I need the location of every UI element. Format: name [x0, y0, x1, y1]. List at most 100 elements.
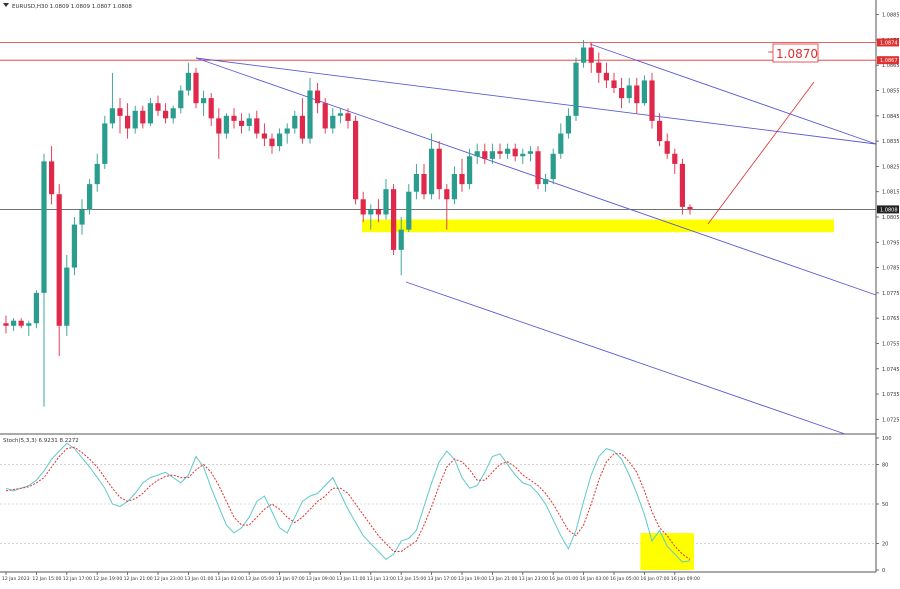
- candle: [588, 42, 594, 73]
- candle: [163, 103, 169, 124]
- price-tick-label: 1.0855: [882, 89, 900, 95]
- stoch-info: Stoch(5,3,3) 6.9231 8.2272: [3, 438, 79, 444]
- candle: [611, 72, 617, 94]
- support-zone: [362, 219, 834, 233]
- price-tick-label: 1.0745: [882, 367, 900, 373]
- candle-body: [573, 62, 579, 116]
- price-tick-label: 1.0765: [882, 316, 900, 322]
- price-tick-label: 1.0865: [882, 63, 900, 69]
- candle-body: [353, 120, 359, 200]
- stoch-tick-label: 100: [882, 436, 892, 442]
- candle: [147, 98, 153, 126]
- candle-body: [451, 174, 457, 200]
- candle-body: [87, 184, 93, 210]
- candle-body: [170, 108, 176, 119]
- annotation-label: 1.0870: [776, 47, 818, 61]
- candle-body: [429, 148, 435, 195]
- candle-body: [641, 80, 647, 104]
- candle-body: [254, 118, 260, 134]
- candle: [641, 75, 647, 106]
- candle: [94, 153, 100, 192]
- candle-body: [140, 110, 146, 124]
- candle-body: [581, 47, 587, 63]
- candle: [383, 179, 389, 220]
- candle-body: [117, 108, 123, 116]
- candle: [71, 217, 77, 276]
- time-tick-label: 12 Jan 2023: [2, 576, 30, 582]
- candle: [596, 52, 602, 83]
- candle-body: [307, 90, 313, 139]
- candle-body: [322, 103, 328, 129]
- candle-body: [512, 148, 518, 157]
- time-tick-label: 16 Jan 09:00: [671, 576, 700, 582]
- candle-body: [345, 113, 351, 121]
- stoch-tick-label: 0: [882, 568, 885, 574]
- candle: [155, 95, 161, 116]
- candle-body: [672, 153, 678, 164]
- candle-body: [11, 320, 17, 326]
- candle-body: [155, 103, 161, 111]
- candle: [102, 115, 108, 169]
- candle: [307, 77, 313, 144]
- candle-body: [657, 120, 663, 142]
- current-price-tag: [877, 205, 899, 214]
- candle: [687, 204, 693, 215]
- time-tick-label: 12 Jan 23:00: [154, 576, 183, 582]
- candle: [292, 110, 298, 134]
- candle-body: [482, 151, 488, 159]
- candle: [337, 108, 343, 124]
- candle-body: [406, 191, 412, 230]
- candle: [11, 318, 17, 331]
- candle: [527, 146, 533, 162]
- candle: [353, 115, 359, 205]
- triangle-down-icon[interactable]: [3, 3, 9, 7]
- candle: [140, 105, 146, 129]
- candle-body: [383, 189, 389, 215]
- candle: [201, 90, 207, 116]
- candle: [193, 67, 199, 109]
- stoch-main-line: [5, 442, 691, 563]
- stoch-axis: 0 20 50 80 100: [0, 436, 892, 574]
- candle-body: [588, 47, 594, 63]
- candle-body: [3, 323, 9, 326]
- candle-body: [163, 110, 169, 119]
- candle: [619, 77, 625, 109]
- candle: [406, 184, 412, 233]
- candle: [261, 123, 267, 147]
- candle-body: [535, 151, 541, 185]
- candle: [277, 128, 283, 152]
- candle-body: [543, 179, 549, 185]
- price-tick-label: 1.0805: [882, 215, 900, 221]
- candle-body: [41, 161, 47, 293]
- price-tick-label: 1.0795: [882, 240, 900, 246]
- price-tick-label: 1.0775: [882, 291, 900, 297]
- candle: [664, 133, 670, 159]
- time-tick-label: 13 Jan 19:00: [458, 576, 487, 582]
- candle-body: [33, 292, 39, 324]
- candle: [178, 85, 184, 114]
- candle: [49, 146, 55, 205]
- channel-lower-line: [405, 281, 846, 435]
- price-tick-label: 1.0885: [882, 13, 900, 19]
- time-tick-label: 13 Jan 09:00: [306, 576, 335, 582]
- price-tick-label: 1.0755: [882, 341, 900, 347]
- candle: [64, 254, 70, 336]
- time-tick-label: 13 Jan 23:00: [519, 576, 548, 582]
- time-tick-label: 13 Jan 01:00: [184, 576, 213, 582]
- candle: [254, 110, 260, 139]
- candle-body: [71, 224, 77, 268]
- candle-body: [459, 174, 465, 185]
- stoch-tick-label: 80: [882, 462, 888, 468]
- time-tick-label: 16 Jan 05:00: [610, 576, 639, 582]
- price-tick-label: 1.0725: [882, 417, 900, 423]
- candle: [398, 217, 404, 276]
- candle-body: [49, 161, 55, 195]
- candle: [132, 105, 138, 134]
- candle-body: [208, 98, 214, 119]
- candle-body: [375, 209, 381, 215]
- candle-body: [94, 163, 100, 185]
- candle: [185, 62, 191, 96]
- candle-body: [201, 98, 207, 104]
- candle-body: [421, 174, 427, 195]
